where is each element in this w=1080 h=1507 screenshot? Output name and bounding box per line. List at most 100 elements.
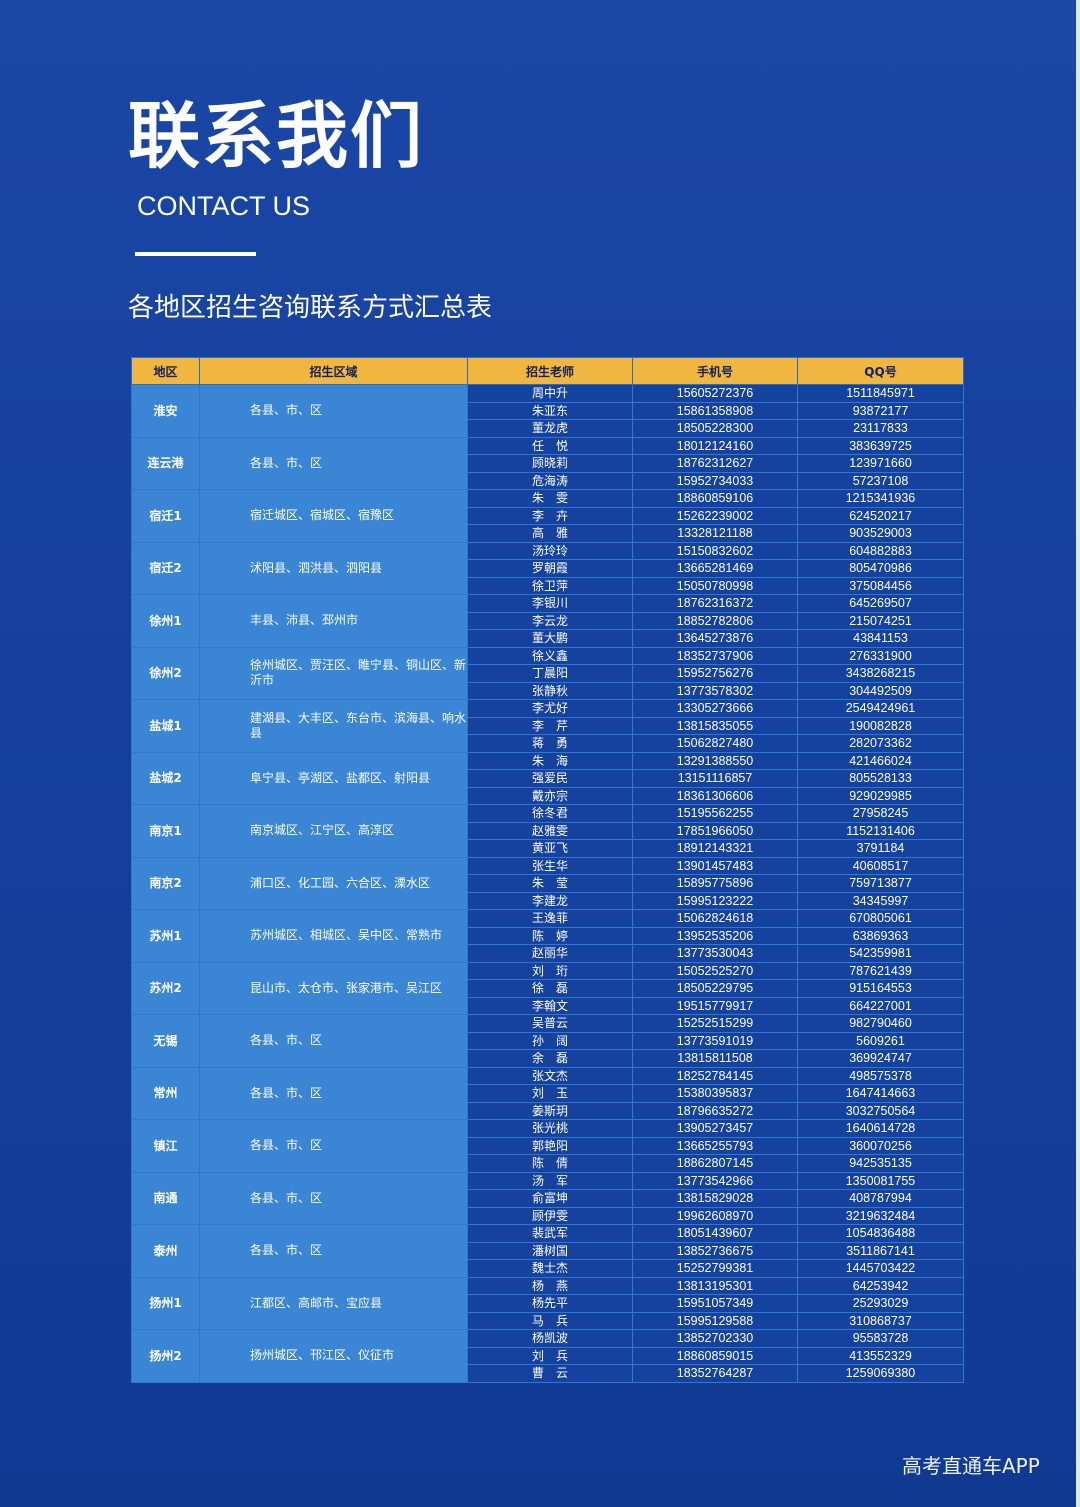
region-cell: 宿迁1 [131,489,200,543]
teacher-cell: 杨凯波 [467,1329,633,1348]
phone-cell: 15605272376 [632,384,798,403]
region-cell: 宿迁2 [131,541,200,595]
phone-cell: 13773578302 [632,681,798,700]
region-cell: 泰州 [131,1224,200,1278]
phone-cell: 19515779917 [632,996,798,1015]
area-cell: 各县、市、区 [199,1119,468,1173]
region-cell: 南京1 [131,804,200,858]
region-cell: 连云港 [131,436,200,490]
qq-cell: 215074251 [797,611,964,630]
phone-cell: 18505228300 [632,419,798,438]
teacher-cell: 孙 阔 [467,1031,633,1050]
qq-cell: 1511845971 [797,384,964,403]
teacher-cell: 张光桃 [467,1119,633,1138]
qq-cell: 23117833 [797,419,964,438]
table-row: 朱亚东 15861358908 93872177 [132,401,964,420]
phone-cell: 17851966050 [632,821,798,840]
phone-cell: 18051439607 [632,1224,798,1243]
phone-cell: 15861358908 [632,401,798,420]
teacher-cell: 汤 军 [467,1171,633,1190]
table-row: 李 卉 15262239002 624520217 [132,506,964,525]
phone-cell: 13852702330 [632,1329,798,1348]
table-row: 盐城1 建湖县、大丰区、东台市、滨海县、响水县 李尤好 13305273666 2549… [131,699,964,753]
table-header-row: 地区 招生区域 招生老师 手机号 QQ号 [131,357,964,385]
column-header-teacher: 招生老师 [467,357,633,385]
qq-cell: 1640614728 [797,1119,964,1138]
table-row: 南京2 浦口区、化工园、六合区、溧水区 张生华 13901457483 40608517 [131,856,964,910]
phone-cell: 18505229795 [632,979,798,998]
area-cell: 各县、市、区 [199,384,468,438]
qq-cell: 1350081755 [797,1171,964,1190]
table-row: 刘 兵 18860859015 413552329 [132,1346,964,1365]
teacher-cell: 李 芹 [467,716,633,735]
region-cell: 徐州1 [131,594,200,648]
table-row: 泰州 各县、市、区 裴武军 18051439607 1054836488 [131,1224,964,1278]
teacher-cell: 危海涛 [467,471,633,490]
phone-cell: 15050780998 [632,576,798,595]
phone-cell: 15062824618 [632,909,798,928]
qq-cell: 1152131406 [797,821,964,840]
area-cell: 各县、市、区 [199,436,468,490]
qq-cell: 915164553 [797,979,964,998]
phone-cell: 18860859015 [632,1346,798,1365]
region-cell: 苏州1 [131,909,200,963]
area-cell: 丰县、沛县、邳州市 [199,594,468,648]
teacher-cell: 顾晓莉 [467,454,633,473]
qq-cell: 1445703422 [797,1259,964,1278]
column-header-phone: 手机号 [632,357,798,385]
teacher-cell: 徐卫萍 [467,576,633,595]
teacher-cell: 李翰文 [467,996,633,1015]
qq-cell: 375084456 [797,576,964,595]
qq-cell: 310868737 [797,1311,964,1330]
teacher-cell: 罗朝霞 [467,559,633,578]
qq-cell: 64253942 [797,1276,964,1295]
phone-cell: 15262239002 [632,506,798,525]
teacher-cell: 李建龙 [467,891,633,910]
contact-table: 地区 招生区域 招生老师 手机号 QQ号 淮安 各县、市、区 周中升 15605272… [131,357,964,1383]
region-cell: 镇江 [131,1119,200,1173]
region-cell: 扬州2 [131,1329,200,1383]
qq-cell: 276331900 [797,646,964,665]
teacher-cell: 丁晨阳 [467,664,633,683]
page-edge [1076,0,1080,1507]
phone-cell: 13665281469 [632,559,798,578]
phone-cell: 18352764287 [632,1364,798,1383]
qq-cell: 2549424961 [797,699,964,718]
table-row: 董大鹏 13645273876 43841153 [132,629,964,648]
table-row: 黄亚飞 18912143321 3791184 [132,839,964,858]
table-heading: 各地区招生咨询联系方式汇总表 [128,293,493,323]
page-title: 联系我们 [128,94,425,178]
phone-cell: 18762316372 [632,594,798,613]
phone-cell: 15052525270 [632,961,798,980]
qq-cell: 3438268215 [797,664,964,683]
teacher-cell: 戴亦宗 [467,786,633,805]
qq-cell: 624520217 [797,506,964,525]
area-cell: 扬州城区、邗江区、仪征市 [199,1329,468,1383]
qq-cell: 304492509 [797,681,964,700]
table-row: 无锡 各县、市、区 吴普云 15252515299 982790460 [131,1014,964,1068]
phone-cell: 15952756276 [632,664,798,683]
qq-cell: 190082828 [797,716,964,735]
area-cell: 徐州城区、贾汪区、睢宁县、铜山区、新沂市 [199,646,468,700]
teacher-cell: 赵雅雯 [467,821,633,840]
qq-cell: 123971660 [797,454,964,473]
qq-cell: 1647414663 [797,1084,964,1103]
phone-cell: 13328121188 [632,524,798,543]
table-row: 徐州2 徐州城区、贾汪区、睢宁县、铜山区、新沂市 徐义鑫 18352737906 276… [131,646,964,700]
table-row: 丁晨阳 15952756276 3438268215 [132,664,964,683]
phone-cell: 15380395837 [632,1084,798,1103]
title-divider [135,252,256,256]
teacher-cell: 徐冬君 [467,804,633,823]
teacher-cell: 潘树国 [467,1241,633,1260]
qq-cell: 413552329 [797,1346,964,1365]
qq-cell: 57237108 [797,471,964,490]
region-cell: 扬州1 [131,1276,200,1330]
phone-cell: 13815835055 [632,716,798,735]
qq-cell: 787621439 [797,961,964,980]
teacher-cell: 朱 雯 [467,489,633,508]
phone-cell: 19962608970 [632,1206,798,1225]
table-row: 徐 磊 18505229795 915164553 [132,979,964,998]
table-row: 李云龙 18852782806 215074251 [132,611,964,630]
teacher-cell: 李 卉 [467,506,633,525]
area-cell: 南京城区、江宁区、高淳区 [199,804,468,858]
